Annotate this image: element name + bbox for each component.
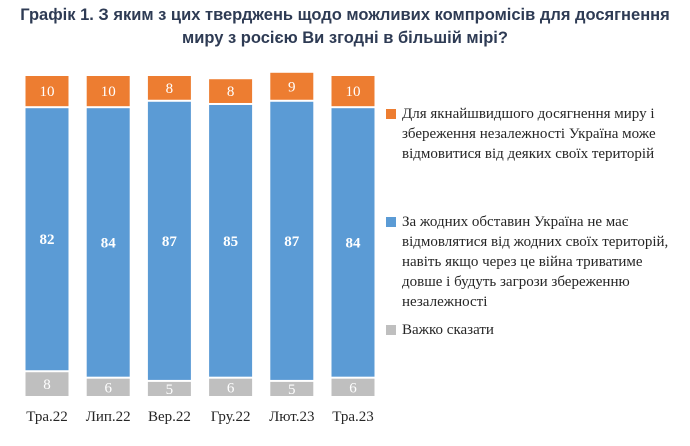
data-label-s2-лют-23: 9: [288, 79, 296, 95]
x-tick-label-лип-22: Лип.22: [86, 409, 131, 425]
data-label-s1-лип-22: 84: [101, 235, 117, 251]
bar-segment-s0-лют-23: [270, 381, 314, 396]
bar-segment-s1-лип-22: [86, 108, 130, 377]
legend-label-concede: Для якнайшвидшого досягнення миру і збер…: [402, 106, 656, 162]
data-label-s0-тра-22: 8: [43, 377, 51, 393]
legend-label-no-concession: За жодних обставин Україна не має відмов…: [402, 214, 669, 310]
bar-segment-s1-тра-23: [331, 108, 375, 377]
x-tick-label-гру-22: Гру.22: [211, 409, 251, 425]
data-label-s1-вер-22: 87: [162, 234, 178, 250]
bar-segment-s0-тра-23: [331, 378, 375, 396]
bar-segment-s0-вер-22: [147, 381, 191, 396]
data-label-s0-тра-23: 6: [349, 380, 357, 396]
bar-segment-s1-тра-22: [25, 108, 69, 371]
data-label-s1-тра-22: 82: [40, 232, 55, 248]
bar-segment-s2-вер-22: [147, 76, 191, 100]
x-tick-label-тра-22: Тра.22: [26, 409, 68, 425]
data-label-s2-гру-22: 8: [227, 84, 235, 100]
chart-title: Графік 1. З яким з цих тверджень щодо мо…: [20, 6, 670, 47]
data-label-s0-гру-22: 6: [227, 380, 235, 396]
bar-segment-s1-вер-22: [147, 101, 191, 380]
bar-segment-s0-лип-22: [86, 378, 130, 396]
bar-segment-s0-тра-22: [25, 372, 69, 396]
bar-segment-s1-гру-22: [209, 104, 253, 377]
x-tick-label-вер-22: Вер.22: [148, 409, 191, 425]
bar-segment-s2-гру-22: [209, 79, 253, 103]
x-tick-label-лют-23: Лют.23: [269, 409, 314, 425]
bar-segment-s0-гру-22: [209, 378, 253, 396]
bar-segment-s2-тра-23: [331, 76, 375, 107]
data-label-s2-тра-23: 10: [346, 84, 361, 100]
data-label-s2-вер-22: 8: [166, 81, 174, 97]
bar-segment-s2-лип-22: [86, 76, 130, 107]
bar-segment-s1-лют-23: [270, 101, 314, 380]
x-tick-label-тра-23: Тра.23: [332, 409, 374, 425]
data-label-s2-лип-22: 10: [101, 84, 116, 100]
legend-label-hard-to-say: Важко сказати: [402, 322, 494, 338]
legend-swatch-blue: [386, 217, 396, 227]
data-label-s1-гру-22: 85: [223, 234, 238, 250]
data-label-s0-лип-22: 6: [104, 380, 112, 396]
legend-swatch-orange: [386, 109, 396, 119]
data-label-s0-лют-23: 5: [288, 382, 296, 398]
data-label-s1-тра-23: 84: [346, 235, 362, 251]
data-label-s1-лют-23: 87: [284, 234, 300, 250]
data-label-s0-вер-22: 5: [166, 382, 174, 398]
bar-segment-s2-лют-23: [270, 72, 314, 100]
data-label-s2-тра-22: 10: [40, 84, 55, 100]
bar-segment-s2-тра-22: [25, 76, 69, 107]
legend-swatch-gray: [386, 325, 396, 335]
